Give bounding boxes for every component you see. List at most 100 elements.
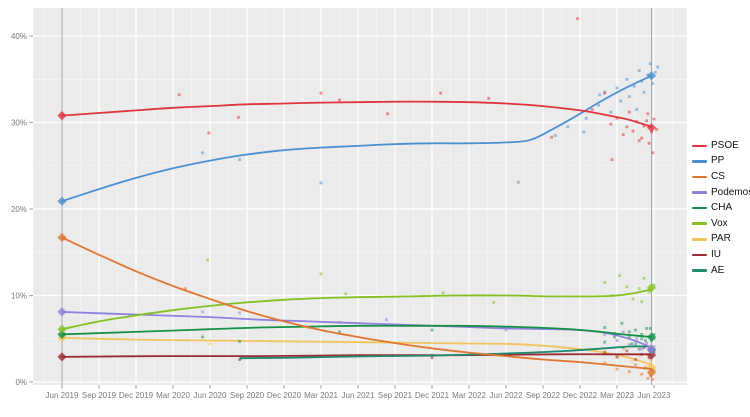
- poll-point-vox: [631, 297, 635, 301]
- legend-item-par: PAR: [692, 232, 750, 248]
- poll-point-pp: [625, 77, 629, 81]
- x-tick-label: Sep 2019: [82, 391, 117, 400]
- poll-point-pp: [201, 151, 204, 155]
- poll-point-podemos: [385, 318, 388, 322]
- poll-point-par: [648, 359, 652, 362]
- poll-point-par: [637, 354, 641, 358]
- poll-point-iu: [615, 355, 619, 359]
- poll-point-psoe: [439, 91, 442, 95]
- poll-point-pp: [615, 86, 619, 90]
- legend-item-podemos: Podemos: [692, 185, 750, 201]
- poll-point-psoe: [550, 135, 553, 139]
- y-tick-label: 0%: [15, 378, 27, 387]
- poll-point-vox: [642, 276, 646, 280]
- poll-point-vox: [647, 290, 651, 294]
- poll-point-pp: [637, 69, 641, 72]
- cs-line-swatch-icon: [692, 175, 707, 179]
- poll-point-psoe: [319, 91, 323, 95]
- election-result-marker-psoe: [646, 123, 657, 133]
- poll-point-vox: [319, 272, 323, 276]
- trend-line-psoe: [61, 100, 653, 128]
- election-result-marker-cs: [57, 232, 67, 243]
- poll-point-pp: [319, 181, 323, 185]
- x-tick-label: Sep 2020: [230, 391, 265, 400]
- poll-point-podemos: [504, 328, 508, 332]
- iu-line-swatch-icon: [692, 253, 707, 257]
- poll-point-cha: [644, 339, 647, 342]
- poll-point-psoe: [625, 125, 629, 129]
- poll-point-psoe: [646, 112, 650, 116]
- poll-point-pp: [653, 70, 657, 74]
- poll-point-psoe: [177, 93, 181, 97]
- poll-point-cs: [615, 367, 619, 371]
- poll-point-vox: [640, 300, 644, 303]
- poll-point-ae: [603, 340, 607, 344]
- poll-point-psoe: [386, 112, 389, 116]
- x-tick-label: Dec 2019: [119, 391, 154, 400]
- trend-line-vox: [61, 288, 653, 331]
- psoe-line-swatch-icon: [692, 144, 707, 148]
- poll-point-iu: [642, 346, 646, 349]
- election-result-marker-pp: [646, 71, 657, 81]
- x-tick-label: Jun 2020: [194, 391, 227, 400]
- poll-point-podemos: [238, 311, 241, 315]
- poll-point-iu: [603, 351, 607, 354]
- poll-point-iu: [652, 351, 656, 354]
- poll-point-psoe: [237, 115, 240, 119]
- legend-label-podemos: Podemos: [711, 186, 750, 198]
- poll-point-pp: [656, 65, 660, 69]
- x-tick-label: Mar 2020: [156, 391, 190, 400]
- poll-point-psoe: [338, 98, 341, 102]
- poll-point-cs: [183, 287, 187, 290]
- poll-point-psoe: [627, 110, 631, 114]
- poll-point-vox: [441, 291, 445, 295]
- legend-item-ae: AE: [692, 263, 750, 279]
- poll-point-pp: [635, 108, 639, 111]
- poll-point-podemos: [201, 310, 204, 314]
- election-result-marker-vox: [57, 324, 67, 334]
- legend-label-pp: PP: [711, 155, 725, 167]
- poll-point-cha: [201, 335, 204, 339]
- trend-line-cha: [61, 324, 653, 338]
- poll-point-podemos: [627, 343, 631, 347]
- poll-point-par: [644, 365, 647, 368]
- poll-point-cs: [627, 370, 631, 373]
- poll-point-podemos: [652, 345, 656, 348]
- legend-item-iu: IU: [692, 247, 750, 263]
- poll-point-iu: [634, 358, 637, 361]
- poll-point-psoe: [651, 151, 655, 155]
- poll-point-cha: [430, 328, 434, 332]
- election-result-marker-cha: [646, 332, 657, 342]
- x-tick-label: Mar 2021: [304, 391, 338, 400]
- legend-label-psoe: PSOE: [711, 139, 739, 151]
- poll-point-ae: [640, 337, 644, 341]
- cha-line-swatch-icon: [692, 206, 707, 210]
- poll-point-vox: [637, 287, 641, 290]
- poll-point-ae: [637, 347, 641, 351]
- podemos-line-swatch-icon: [692, 191, 707, 194]
- poll-point-pp: [597, 103, 600, 107]
- poll-point-cs: [646, 377, 650, 380]
- poll-point-pp: [648, 62, 652, 66]
- poll-point-psoe: [207, 131, 211, 135]
- legend-label-vox: Vox: [711, 217, 728, 229]
- poll-point-podemos: [635, 337, 639, 341]
- trend-line-cs: [61, 236, 653, 370]
- poll-point-cha: [620, 321, 624, 325]
- legend-item-psoe: PSOE: [692, 138, 750, 154]
- y-tick-label: 40%: [11, 32, 27, 41]
- poll-point-ae: [634, 342, 637, 346]
- legend-label-cha: CHA: [711, 202, 733, 214]
- poll-point-cha: [603, 326, 607, 329]
- poll-point-psoe: [610, 158, 614, 162]
- election-result-marker-podemos: [57, 307, 67, 317]
- y-tick-label: 10%: [11, 292, 27, 301]
- poll-point-cha: [238, 339, 241, 343]
- poll-point-ae: [613, 335, 616, 339]
- poll-point-psoe: [640, 136, 644, 140]
- poll-point-par: [623, 347, 626, 351]
- ae-line-swatch-icon: [692, 269, 707, 272]
- poll-point-vox: [652, 283, 656, 287]
- poll-point-psoe: [631, 129, 635, 133]
- poll-point-psoe: [621, 133, 625, 136]
